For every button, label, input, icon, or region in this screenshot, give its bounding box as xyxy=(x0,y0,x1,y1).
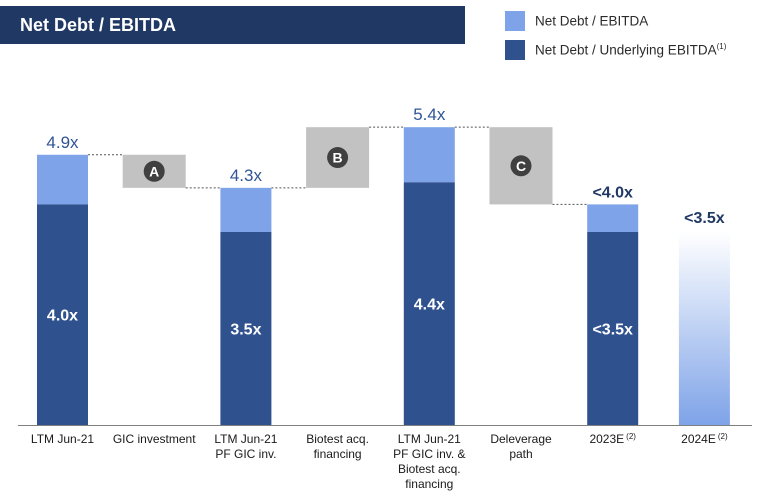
bar-value-label: <3.5x xyxy=(592,321,633,338)
bar-segment-net-debt-ebitda xyxy=(587,204,639,232)
bridge-marker-circle xyxy=(510,155,532,177)
bar-total-label: <3.5x xyxy=(684,210,725,227)
bar-segment-underlying xyxy=(587,231,639,425)
bar-projection xyxy=(678,231,730,425)
x-tick-label: LTM Jun-21 xyxy=(398,432,461,446)
x-tick-label: path xyxy=(509,447,532,461)
bar-total-label: 4.9x xyxy=(46,133,79,152)
x-tick-label: Deleverage xyxy=(490,432,552,446)
x-tick-label: LTM Jun-21 xyxy=(31,432,94,446)
bridge-marker-circle xyxy=(143,160,165,182)
legend-swatch-light xyxy=(505,11,525,31)
x-tick-label: GIC investment xyxy=(113,432,196,446)
legend-label: Net Debt / EBITDA xyxy=(535,13,649,29)
bridge-marker-label: C xyxy=(516,158,526,174)
x-tick-label: LTM Jun-21 xyxy=(214,432,277,446)
bar-segment-net-debt-ebitda xyxy=(403,127,455,183)
legend-label: Net Debt / Underlying EBITDA(1) xyxy=(535,42,727,58)
bridge-marker-label: A xyxy=(149,163,159,179)
chart-title: Net Debt / EBITDA xyxy=(20,15,177,35)
bridge-marker-label: B xyxy=(333,150,343,166)
legend-swatch-dark xyxy=(505,40,525,60)
bridge-marker-circle xyxy=(327,147,349,169)
x-tick-label: 2023E (2) xyxy=(589,432,636,446)
bar-value-label: 3.5x xyxy=(230,321,261,338)
x-tick-label: Biotest acq. xyxy=(306,432,369,446)
bar-segment-underlying xyxy=(37,204,88,425)
bar-segment-net-debt-ebitda xyxy=(220,187,272,232)
x-tick-label: PF GIC inv. & xyxy=(393,447,465,461)
bar-segment-underlying xyxy=(403,182,455,425)
x-tick-label: financing xyxy=(405,477,453,491)
x-tick-label: financing xyxy=(314,447,362,461)
title-bar: Net Debt / EBITDA xyxy=(0,6,465,44)
bar-total-label: 5.4x xyxy=(413,105,446,124)
bar-segment-underlying xyxy=(220,231,272,425)
x-tick-label: Biotest acq. xyxy=(398,462,461,476)
bar-value-label: 4.4x xyxy=(414,297,445,314)
bar-value-label: 4.0x xyxy=(47,308,78,325)
x-tick-label: PF GIC inv. xyxy=(215,447,276,461)
bar-segment-net-debt-ebitda xyxy=(37,154,88,205)
x-tick-label: 2024E (2) xyxy=(681,432,728,446)
bar-total-label: 4.3x xyxy=(230,166,263,185)
bar-total-label: <4.0x xyxy=(592,184,633,201)
